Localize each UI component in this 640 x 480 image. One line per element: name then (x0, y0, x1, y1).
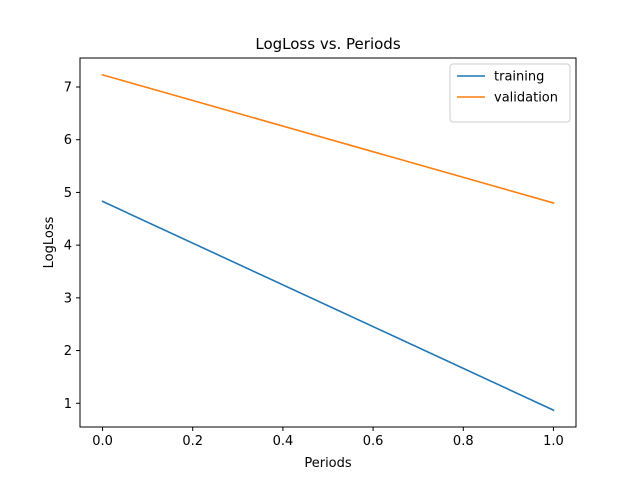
y-tick-label: 2 (64, 344, 72, 359)
chart-title: LogLoss vs. Periods (255, 35, 400, 53)
x-tick-label: 0.2 (182, 434, 203, 449)
x-tick-label: 0.4 (273, 434, 294, 449)
axes-frame (79, 57, 577, 428)
y-axis-ticks: 1 2 3 4 5 6 7 (64, 80, 80, 412)
y-tick-label: 3 (64, 291, 72, 306)
x-axis-ticks: 0.0 0.2 0.4 0.6 0.8 1.0 (92, 427, 564, 449)
y-axis-label: LogLoss (42, 216, 57, 268)
x-tick-label: 0.6 (363, 434, 384, 449)
series-line-training (101, 200, 555, 412)
x-axis-label: Periods (304, 456, 352, 471)
x-tick-label: 0.0 (92, 434, 113, 449)
series-line-validation (101, 73, 555, 204)
x-tick-label: 0.8 (453, 434, 474, 449)
y-tick-label: 7 (64, 80, 72, 95)
x-tick-label: 1.0 (543, 434, 564, 449)
legend-label-validation: validation (494, 91, 558, 106)
y-tick-label: 5 (64, 186, 72, 201)
series-layer (101, 73, 555, 412)
y-tick-label: 4 (64, 239, 72, 254)
legend-box (449, 63, 571, 123)
legend: training validation (449, 63, 571, 123)
y-tick-label: 1 (64, 397, 72, 412)
legend-label-training: training (494, 70, 544, 85)
y-tick-label: 6 (64, 133, 72, 148)
